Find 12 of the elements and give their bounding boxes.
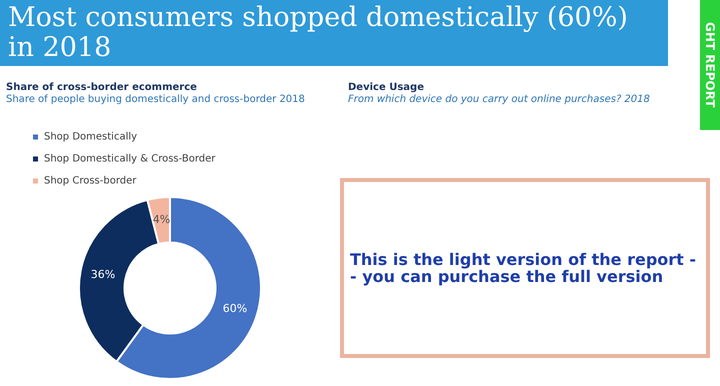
text: Most consumers shopped domestically (60%) in 2018 [0,0,668,66]
text: Share of people buying domestically and cross-border 2018 [6,94,305,105]
data-label: 60% [222,302,248,315]
legend-label: Shop Cross-border [44,176,138,187]
legend-label: Shop Domestically [44,132,138,143]
text: GHT REPORT [700,0,720,130]
text: This is the light version of the report -- you can purchase the full version [350,250,698,286]
chart-subtitle: Share of cross-border ecommerce [6,82,197,93]
text: From which device do you carry out online purchases? 2018 [348,94,650,105]
text: Device Usage [348,82,424,93]
data-label: 36% [90,268,116,282]
legend-label: Shop Domestically & Cross-Border [44,154,216,165]
